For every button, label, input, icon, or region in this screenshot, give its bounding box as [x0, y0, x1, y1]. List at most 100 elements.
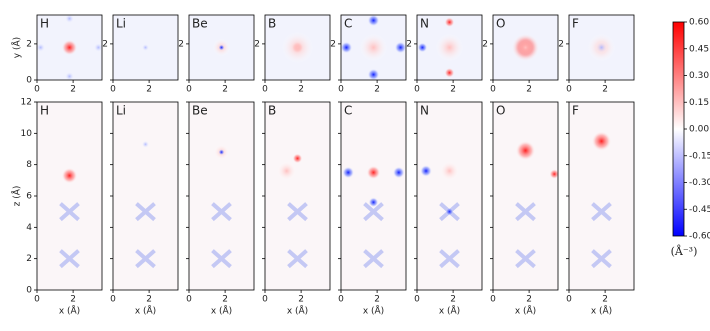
panel-label: B — [268, 104, 276, 118]
panel-label: H — [40, 17, 49, 31]
panel-label: H — [40, 104, 49, 118]
x-tick-label: 2 — [70, 295, 76, 305]
x-tick-label: 0 — [338, 295, 344, 305]
panel-label: Li — [116, 17, 126, 31]
feature — [359, 33, 388, 62]
feature — [341, 41, 353, 54]
density-map — [569, 15, 634, 80]
x-tick-label: 2 — [450, 295, 456, 305]
map-bg — [37, 102, 102, 290]
panel-label: F — [572, 17, 579, 31]
panel-label: Be — [192, 104, 208, 118]
colorbar-tick-label: -0.60 — [689, 232, 710, 242]
y-tick-label: 2 — [26, 254, 32, 264]
axes-frame — [492, 14, 559, 81]
axes-frame — [112, 14, 179, 81]
x-tick-label: 2 — [374, 295, 380, 305]
x-feature — [59, 202, 80, 222]
feature — [276, 160, 297, 181]
axes-frame — [416, 14, 483, 81]
panel-label: Li — [116, 104, 126, 118]
density-map — [493, 102, 558, 290]
density-map — [189, 102, 254, 290]
x-tick-label: 0 — [414, 85, 420, 95]
x-feature — [287, 202, 308, 222]
feature — [64, 71, 75, 80]
x-tick-label: 2 — [526, 295, 532, 305]
density-map — [37, 15, 102, 80]
feature — [595, 41, 608, 54]
colorbar — [672, 21, 685, 237]
x-feature — [363, 202, 384, 222]
feature — [439, 160, 460, 181]
feature — [292, 153, 303, 164]
feature — [218, 149, 225, 156]
x-tick-label: 2 — [298, 85, 304, 95]
feature — [61, 39, 78, 56]
x-tick-label: 2 — [526, 85, 532, 95]
map-bg — [341, 102, 406, 290]
y-tick-label: 10 — [21, 129, 33, 139]
x-tick-label: 2 — [146, 85, 152, 95]
x-tick-label: 0 — [110, 85, 116, 95]
feature — [218, 44, 225, 51]
panel-label: N — [420, 104, 429, 118]
map-bg — [417, 102, 482, 290]
x-tick-label: 0 — [490, 295, 496, 305]
x-axis-label: x (Å) — [515, 305, 536, 317]
x-axis-label: x (Å) — [439, 305, 460, 317]
x-tick-label: 2 — [450, 85, 456, 95]
feature — [37, 42, 46, 53]
y-tick-label: 2 — [26, 39, 32, 49]
y-tick-label: 2 — [558, 39, 564, 49]
density-map — [113, 102, 178, 290]
colorbar-tick-label: 0.15 — [689, 98, 709, 108]
x-feature — [211, 202, 232, 222]
y-axis-label: z (Å) — [11, 186, 23, 207]
feature — [435, 33, 464, 62]
x-tick-label: 2 — [70, 85, 76, 95]
y-tick-label: 6 — [26, 192, 32, 202]
feature — [367, 15, 380, 27]
x-tick-label: 0 — [262, 295, 268, 305]
map-bg — [265, 102, 330, 290]
x-feature — [211, 249, 232, 269]
x-tick-label: 2 — [222, 85, 228, 95]
feature — [93, 42, 102, 53]
density-map — [265, 15, 330, 80]
y-tick-label: 4 — [26, 223, 32, 233]
density-map — [417, 102, 482, 290]
feature — [368, 197, 379, 208]
y-tick-label: 8 — [26, 160, 32, 170]
feature — [366, 165, 381, 180]
panel-label: N — [420, 17, 429, 31]
colorbar-tick-label: -0.30 — [689, 178, 710, 188]
colorbar-tick-label: 0.60 — [689, 18, 709, 28]
feature — [367, 68, 380, 80]
density-map — [113, 15, 178, 80]
y-tick-label: 0 — [26, 286, 32, 296]
x-axis-label: x (Å) — [211, 305, 232, 317]
colorbar-label: (Å⁻³) — [671, 244, 698, 258]
feature — [281, 31, 314, 64]
colorbar-tick-label: -0.45 — [689, 205, 710, 215]
panel-label: O — [496, 17, 505, 31]
x-tick-label: 0 — [186, 295, 192, 305]
x-feature — [363, 249, 384, 269]
axes-frame — [264, 14, 331, 81]
x-tick-label: 2 — [298, 295, 304, 305]
y-tick-label: 2 — [330, 39, 336, 49]
feature — [342, 166, 355, 179]
feature — [591, 131, 612, 152]
feature — [444, 67, 455, 78]
y-tick-label: 12 — [21, 98, 32, 108]
x-feature — [59, 249, 80, 269]
density-map — [569, 102, 634, 290]
x-feature — [591, 202, 612, 222]
y-tick-label: 2 — [406, 39, 412, 49]
panel-label: C — [344, 17, 352, 31]
density-map — [341, 15, 406, 80]
axes-frame — [188, 14, 255, 81]
y-tick-label: 2 — [254, 39, 260, 49]
